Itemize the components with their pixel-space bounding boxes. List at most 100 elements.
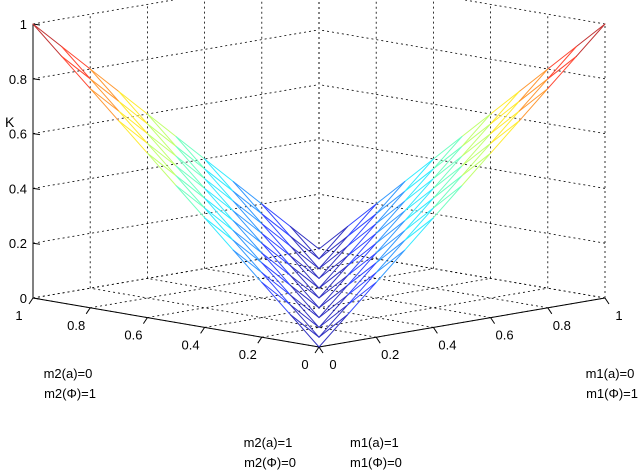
mesh-line-x9-seg7 <box>347 213 377 237</box>
mesh-line-x10-seg3 <box>490 91 520 115</box>
mesh-line-x4-seg5 <box>261 242 291 276</box>
mesh-line-y8-seg1 <box>118 110 148 135</box>
mesh-line-x10-seg4 <box>461 113 492 137</box>
mesh-line-x8-seg6 <box>347 223 377 247</box>
mesh-line-x0-seg1 <box>261 281 291 316</box>
mesh-line-x9-seg1 <box>518 78 549 102</box>
z-tick-mark-4 <box>32 78 41 81</box>
mesh-line-x6-seg5 <box>318 265 349 289</box>
mesh-line-y5-seg7 <box>375 200 406 234</box>
mesh-line-x2-seg0 <box>347 281 377 306</box>
mesh-line-x3-seg9 <box>118 91 148 125</box>
mesh-line-y5-seg5 <box>318 265 349 299</box>
mesh-line-y4-seg7 <box>404 178 434 212</box>
mesh-line-x9-seg3 <box>461 123 492 147</box>
mesh-line-x7-seg5 <box>347 232 377 257</box>
y-tick-mark-4 <box>85 307 91 315</box>
x-tick-label-0: 0 <box>329 357 336 372</box>
mesh-line-x7-seg6 <box>318 255 349 279</box>
grid-line-z-back-left-2 <box>318 139 606 189</box>
mesh-line-y0-seg5 <box>461 152 492 186</box>
mesh-line-x5-seg9 <box>175 136 206 170</box>
mesh-line-x5-seg1 <box>404 207 434 231</box>
y-tick-label-3: 0.6 <box>124 328 142 343</box>
mesh-line-y5-seg6 <box>347 232 377 267</box>
mesh-line-y4-seg3 <box>289 284 320 309</box>
mesh-line-y7-seg9 <box>375 181 406 215</box>
mesh-line-x2-seg5 <box>204 197 234 231</box>
mesh-line-y9-seg7 <box>261 213 291 237</box>
x-end-label-line1: m1(a)=0 <box>586 366 635 381</box>
tick-labels: 0 0.2 0.4 0.6 0.8 1 0 0.2 0.4 0.6 0.8 1 0 0.2 0.4 0.6 0.… <box>9 17 623 372</box>
mesh-line-y6-seg5 <box>289 265 320 289</box>
mesh-line-y2-seg8 <box>490 100 520 135</box>
mesh-line-x8-seg9 <box>261 203 291 237</box>
mesh-line-x4-seg7 <box>204 178 234 212</box>
mesh-line-y10-seg8 <box>261 203 291 227</box>
x-tick-mark-5 <box>604 297 610 305</box>
y-tick-label-2: 0.4 <box>182 337 200 352</box>
x-tick-label-5: 1 <box>615 308 622 323</box>
mesh-line-y0-seg8 <box>547 55 577 90</box>
mesh-line-x3-seg8 <box>146 123 177 157</box>
z-tick-mark-5 <box>32 23 41 26</box>
mesh-line-y8-seg9 <box>347 203 377 237</box>
surface-mesh <box>32 23 606 348</box>
mesh-line-x8-seg1 <box>490 110 520 135</box>
mesh-line-x9-seg6 <box>375 190 406 215</box>
mesh-line-x5-seg0 <box>432 185 463 209</box>
mesh-line-y3-seg9 <box>490 91 520 125</box>
x-tick-mark-4 <box>547 307 553 315</box>
mesh-line-x9-seg2 <box>490 100 520 125</box>
mesh-line-x7-seg8 <box>261 213 291 247</box>
z-axis-label: K <box>5 114 15 130</box>
mesh-line-x0-seg5 <box>146 152 177 186</box>
mesh-line-x2-seg2 <box>289 294 320 328</box>
mesh-line-x3-seg4 <box>261 252 291 286</box>
x-tick-mark-0 <box>318 346 324 354</box>
mesh-line-x6-seg0 <box>461 152 492 177</box>
grid-line-z-back-right-2 <box>32 139 320 189</box>
mesh-line-x2-seg1 <box>318 304 349 328</box>
grid-line-x-floor-4 <box>261 258 548 309</box>
mesh-line-y9-seg8 <box>289 235 320 260</box>
grid-line-x-floor-2 <box>147 278 434 328</box>
mesh-line-y0-seg3 <box>404 217 434 251</box>
y-tick-mark-0 <box>314 346 320 354</box>
mesh-line-x5-seg8 <box>204 168 234 202</box>
mesh-line-y9-seg9 <box>318 226 349 260</box>
mesh-line-x7-seg7 <box>289 245 320 279</box>
grid-line-z-back-left-4 <box>318 29 606 80</box>
mesh-line-x5-seg7 <box>232 200 263 234</box>
mesh-line-y2-seg7 <box>461 133 492 167</box>
mesh-line-y3-seg1 <box>261 272 291 296</box>
mesh-line-x2-seg3 <box>261 262 291 296</box>
y-tick-label-4: 0.8 <box>67 318 85 333</box>
mesh-line-x5-seg4 <box>318 275 349 299</box>
mesh-line-y1-seg2 <box>347 272 377 306</box>
grid-line-y-floor-4 <box>90 258 377 309</box>
mesh-line-y2-seg2 <box>318 294 349 328</box>
z-tick-label-3: 0.6 <box>9 127 27 142</box>
mesh-line-x6-seg7 <box>261 223 291 257</box>
x-tick-label-2: 0.4 <box>438 337 456 352</box>
x-tick-mark-3 <box>490 317 496 324</box>
z-tick-label-4: 0.8 <box>9 72 27 87</box>
x-tick-label-3: 0.6 <box>496 328 514 343</box>
mesh-line-x2-seg6 <box>175 165 206 199</box>
mesh-line-x1-seg8 <box>89 78 120 112</box>
mesh-line-x6-seg9 <box>204 158 234 192</box>
mesh-line-y8-seg2 <box>146 133 177 157</box>
mesh-line-y5-seg0 <box>175 185 206 209</box>
mesh-line-x9-seg4 <box>432 145 463 170</box>
y-tick-mark-3 <box>142 317 148 324</box>
mesh-line-y9-seg1 <box>89 78 120 102</box>
mesh-line-x8-seg3 <box>432 155 463 180</box>
y-start-label: m2(a)=1 m2(Φ)=0 <box>244 435 296 470</box>
z-tick-label-0: 0 <box>20 291 27 306</box>
y-end-label-line2: m2(Φ)=1 <box>44 386 96 401</box>
mesh-line-x9-seg0 <box>547 55 577 80</box>
mesh-line-x3-seg1 <box>347 272 377 296</box>
mesh-line-x3-seg7 <box>175 155 206 189</box>
mesh-line-x10-seg5 <box>432 136 463 160</box>
